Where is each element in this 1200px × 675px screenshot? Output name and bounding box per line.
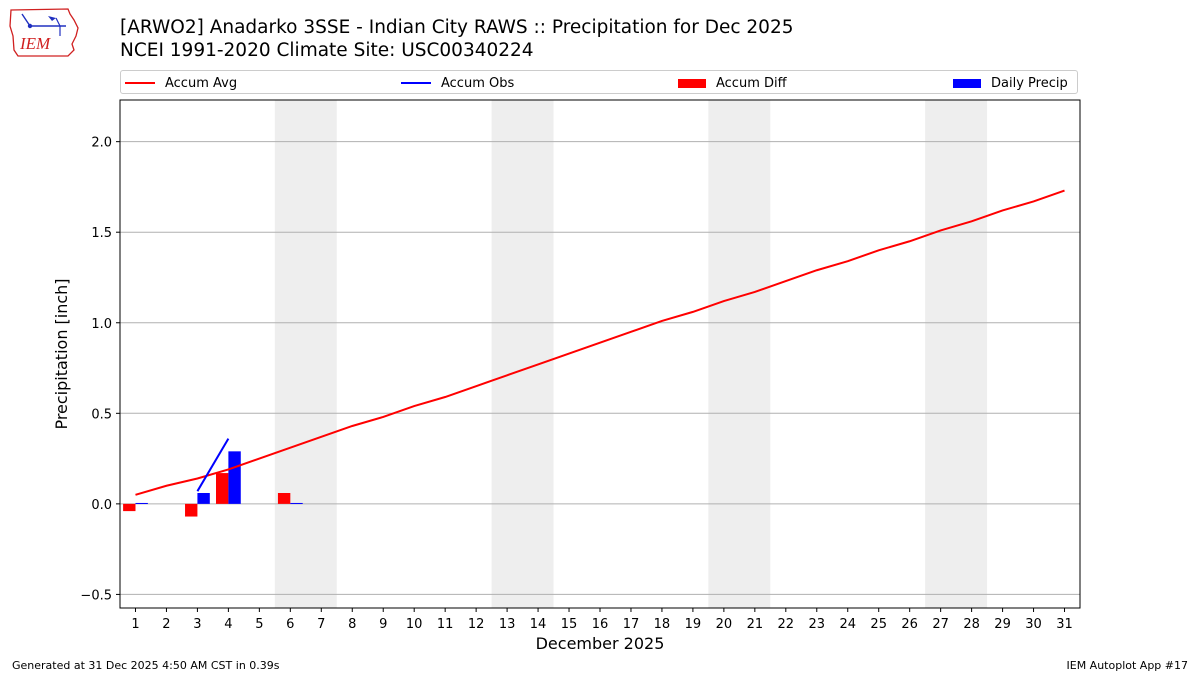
x-tick-label: 22 — [778, 617, 795, 632]
x-tick-label: 10 — [406, 617, 423, 632]
chart-subtitle: NCEI 1991-2020 Climate Site: USC00340224 — [120, 40, 534, 61]
accum-diff-bar — [185, 503, 198, 517]
y-axis-label: Precipitation [inch] — [52, 278, 71, 429]
chart-title: [ARWO2] Anadarko 3SSE - Indian City RAWS… — [120, 17, 794, 38]
x-tick-label: 12 — [468, 617, 485, 632]
x-tick-label: 5 — [255, 617, 263, 632]
legend-label-accum-diff: Accum Diff — [716, 75, 787, 91]
iowa-weather-station-logo-icon: IEM — [9, 8, 79, 57]
x-tick-label: 26 — [901, 617, 918, 632]
x-tick-label: 15 — [561, 617, 578, 632]
legend-label-daily-precip: Daily Precip — [991, 75, 1068, 91]
x-tick-label: 21 — [747, 617, 764, 632]
y-tick-label: 1.0 — [91, 317, 112, 332]
daily-precip-bar — [135, 502, 148, 504]
x-axis-label: December 2025 — [536, 634, 665, 653]
x-tick-label: 18 — [654, 617, 671, 632]
accum-avg-line — [135, 189, 1065, 496]
weekend-band — [274, 100, 337, 608]
x-tick-label: 19 — [685, 617, 702, 632]
x-tick-label: 6 — [286, 617, 294, 632]
x-tick-label: 4 — [224, 617, 232, 632]
y-tick-label: 2.0 — [91, 136, 112, 151]
plot-frame — [119, 99, 1081, 609]
legend-swatch-accum-avg — [125, 82, 155, 84]
x-tick-label: 17 — [623, 617, 640, 632]
y-tick-label: 1.5 — [91, 226, 112, 241]
x-tick-label: 11 — [437, 617, 454, 632]
legend: Accum Avg Accum Obs Accum Diff Daily Pre… — [120, 70, 1078, 94]
weekend-band — [708, 100, 771, 608]
y-tick-label: −0.5 — [80, 588, 112, 603]
legend-item-daily-precip: Daily Precip — [953, 74, 1068, 92]
x-tick-label: 20 — [716, 617, 733, 632]
x-tick-label: 16 — [592, 617, 609, 632]
logo-text: IEM — [19, 34, 51, 53]
x-tick-label: 8 — [348, 617, 356, 632]
x-tick-label: 23 — [809, 617, 826, 632]
legend-item-accum-avg: Accum Avg — [125, 74, 237, 92]
x-tick-label: 13 — [499, 617, 516, 632]
legend-item-accum-obs: Accum Obs — [401, 74, 514, 92]
y-tick-label: 0.0 — [91, 498, 112, 513]
footer-app-text: IEM Autoplot App #17 — [1066, 659, 1189, 672]
x-tick-label: 14 — [530, 617, 547, 632]
legend-swatch-daily-precip — [953, 78, 981, 88]
x-tick-label: 2 — [162, 617, 170, 632]
x-tick-label: 30 — [1025, 617, 1042, 632]
legend-label-accum-obs: Accum Obs — [441, 75, 515, 91]
accum-diff-bar — [216, 473, 229, 504]
x-tick-label: 3 — [193, 617, 201, 632]
weekend-band — [925, 100, 988, 608]
x-tick-label: 24 — [839, 617, 856, 632]
x-tick-label: 9 — [379, 617, 387, 632]
x-tick-label: 1 — [131, 617, 139, 632]
x-tick-label: 7 — [317, 617, 325, 632]
legend-swatch-accum-diff — [678, 78, 706, 88]
x-tick-label: 29 — [994, 617, 1011, 632]
accum-diff-bar — [277, 492, 291, 504]
accum-obs-line — [196, 438, 230, 492]
daily-precip-bar — [197, 492, 210, 504]
x-tick-label: 25 — [870, 617, 887, 632]
x-tick-label: 27 — [932, 617, 949, 632]
legend-label-accum-avg: Accum Avg — [165, 75, 238, 91]
x-tick-label: 31 — [1056, 617, 1073, 632]
daily-precip-bar — [228, 451, 241, 504]
x-tick-label: 28 — [963, 617, 980, 632]
y-tick-label: 0.5 — [91, 407, 112, 422]
legend-swatch-accum-obs — [401, 82, 431, 84]
legend-item-accum-diff: Accum Diff — [678, 74, 787, 92]
weekend-band — [491, 100, 554, 608]
footer-generated-text: Generated at 31 Dec 2025 4:50 AM CST in … — [12, 659, 280, 672]
accum-diff-bar — [123, 503, 136, 512]
daily-precip-bar — [290, 502, 303, 504]
iem-logo: IEM — [8, 6, 82, 60]
